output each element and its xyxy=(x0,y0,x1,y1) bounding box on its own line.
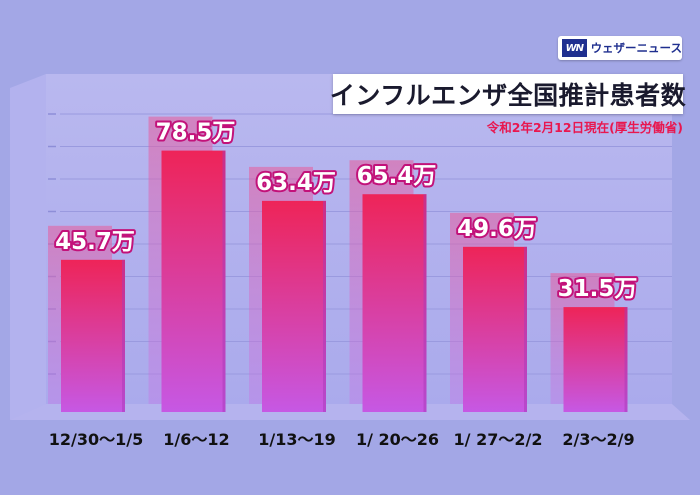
bar xyxy=(161,150,226,412)
bar-edge xyxy=(222,150,226,412)
bar-value-label: 65.4万 xyxy=(357,163,437,189)
bar-value-label: 78.5万 xyxy=(156,120,236,146)
bar xyxy=(61,259,125,412)
bar-value-label: 31.5万 xyxy=(558,276,638,302)
bar-edge xyxy=(323,200,326,412)
bar-value-label: 63.4万 xyxy=(256,170,336,196)
plot-side-panel xyxy=(10,74,46,420)
bar-edge xyxy=(624,307,628,412)
bar xyxy=(463,246,527,412)
bar-edge xyxy=(423,194,427,412)
chart-subtitle: 令和2年2月12日現在(厚生労働省) xyxy=(486,120,683,135)
bar xyxy=(563,307,628,412)
title-box: インフルエンザ全国推計患者数 xyxy=(329,74,687,114)
wn-logo-mark: WN xyxy=(562,39,587,57)
x-tick-label: 1/ 27〜2/2 xyxy=(454,430,543,449)
brand-name: ウェザーニュース xyxy=(590,41,682,55)
x-tick-label: 2/3〜2/9 xyxy=(562,430,634,449)
bar xyxy=(362,194,427,412)
chart-title: インフルエンザ全国推計患者数 xyxy=(329,81,687,110)
bar-value-label: 49.6万 xyxy=(457,216,537,242)
x-tick-label: 1/6〜12 xyxy=(163,430,229,449)
bar xyxy=(262,200,326,412)
x-tick-label: 1/ 20〜26 xyxy=(356,430,439,449)
x-tick-label: 12/30〜1/5 xyxy=(49,430,144,449)
bar-edge xyxy=(122,259,125,412)
bar-edge xyxy=(524,246,527,412)
x-tick-label: 1/13〜19 xyxy=(258,430,336,449)
weathernews-logo: WN ウェザーニュース xyxy=(558,36,682,60)
bar-value-label: 45.7万 xyxy=(55,229,135,255)
